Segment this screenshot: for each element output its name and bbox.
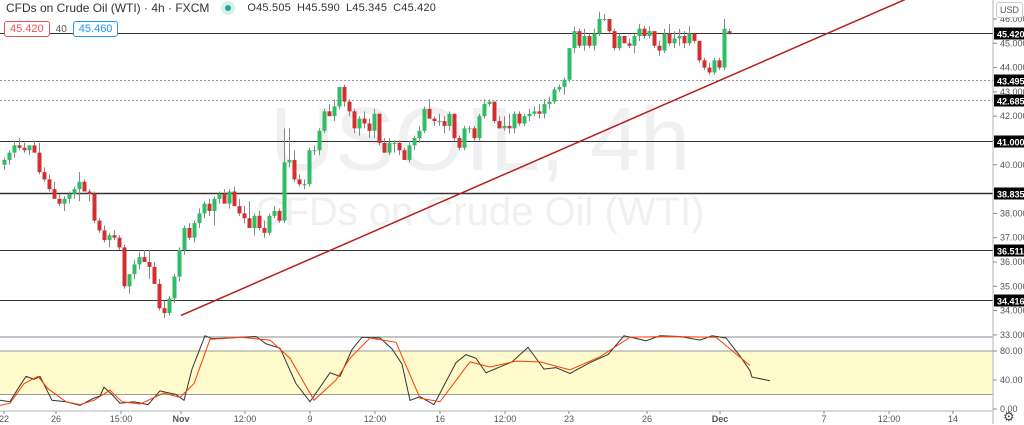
price-tick: 38.000 bbox=[1000, 208, 1024, 218]
stoch-d-line bbox=[0, 335, 751, 406]
level-price-label: 42.685 bbox=[997, 97, 1024, 107]
time-tick: 12:00 bbox=[234, 414, 257, 424]
time-tick: 26 bbox=[51, 414, 61, 424]
time-axis[interactable]: 22 26 15:00 Nov 12:00 9 12:00 16 12:00 23 26 Dec 7 12… bbox=[0, 410, 993, 424]
level-price-tag bbox=[994, 187, 1024, 200]
level-price-tag bbox=[994, 94, 1024, 107]
level-price-label: 45.420 bbox=[997, 30, 1024, 40]
time-tick: 15:00 bbox=[110, 414, 133, 424]
stoch-tick: 80.00 bbox=[1000, 346, 1023, 356]
stoch-tick: 40.00 bbox=[1000, 375, 1023, 385]
currency-button[interactable]: USD bbox=[996, 2, 1024, 18]
price-tick: 40.000 bbox=[1000, 160, 1024, 170]
time-tick: 12:00 bbox=[494, 414, 517, 424]
time-tick: 12:00 bbox=[878, 414, 901, 424]
level-price-tag bbox=[994, 244, 1024, 257]
level-price-label: 38.835 bbox=[997, 190, 1024, 200]
price-tick: 44.000 bbox=[1000, 63, 1024, 73]
stochastic-pane bbox=[0, 335, 993, 406]
ohlc-high: H45.590 bbox=[296, 2, 340, 14]
time-tick: 26 bbox=[642, 414, 652, 424]
symbol-title[interactable]: CFDs on Crude Oil (WTI) · 4h · FXCM bbox=[6, 1, 210, 15]
time-tick: Dec bbox=[712, 414, 729, 424]
level-price-tag bbox=[994, 294, 1024, 307]
symbol-watermark: USOIL, 4h CFDs on Crude Oil (WTI) bbox=[256, 90, 705, 234]
level-price-tag bbox=[994, 74, 1024, 87]
gear-icon[interactable]: ⚙ bbox=[1003, 409, 1015, 424]
time-tick: 7 bbox=[821, 414, 826, 424]
time-tick: 9 bbox=[307, 414, 312, 424]
spread-value: 40 bbox=[55, 23, 67, 35]
ohlc-low: L45.345 bbox=[345, 2, 388, 14]
price-tick: 37.000 bbox=[1000, 233, 1024, 243]
time-tick: 22 bbox=[0, 414, 9, 424]
price-tick: 36.000 bbox=[1000, 257, 1024, 267]
price-tick: 34.000 bbox=[1000, 306, 1024, 316]
time-tick: 23 bbox=[564, 414, 574, 424]
price-level-labels: 45.420 43.495 42.685 41.000 38.835 36.511 34.4… bbox=[994, 27, 1024, 307]
ohlc-open: O45.505 bbox=[247, 2, 291, 14]
stoch-band bbox=[0, 351, 993, 395]
level-price-label: 43.495 bbox=[997, 77, 1024, 87]
time-tick: 12:00 bbox=[364, 414, 387, 424]
stoch-tick: 0.00 bbox=[1000, 404, 1018, 414]
market-status-icon bbox=[221, 1, 236, 15]
buy-button[interactable]: 45.460 bbox=[72, 21, 119, 37]
level-price-label: 34.416 bbox=[997, 297, 1024, 307]
time-tick: Nov bbox=[172, 414, 189, 424]
trade-buttons: 45.420 40 45.460 bbox=[4, 21, 119, 37]
price-tick: 33.000 bbox=[1000, 330, 1024, 340]
sell-button[interactable]: 45.420 bbox=[4, 21, 50, 37]
level-price-tag bbox=[994, 135, 1024, 148]
price-tick: 35.000 bbox=[1000, 281, 1024, 291]
price-tick: 45.000 bbox=[1000, 38, 1024, 48]
level-price-tag bbox=[994, 27, 1024, 40]
candles bbox=[2, 11, 732, 318]
level-price-label: 41.000 bbox=[997, 138, 1024, 148]
trendline[interactable] bbox=[180, 0, 906, 317]
time-tick: 14 bbox=[948, 414, 958, 424]
level-price-label: 36.511 bbox=[997, 247, 1024, 257]
chart-legend: CFDs on Crude Oil (WTI) · 4h · FXCM O45.… bbox=[6, 1, 436, 15]
horizontal-levels[interactable] bbox=[0, 33, 993, 301]
price-axis[interactable]: 46.000 45.000 44.000 43.000 42.000 41.000 40.0… bbox=[993, 14, 1024, 414]
price-tick: 46.000 bbox=[1000, 14, 1024, 24]
ohlc-close: C45.420 bbox=[393, 2, 437, 14]
price-tick: 42.000 bbox=[1000, 111, 1024, 121]
time-tick: 16 bbox=[435, 414, 445, 424]
watermark-description: CFDs on Crude Oil (WTI) bbox=[256, 190, 705, 234]
price-tick: 43.000 bbox=[1000, 87, 1024, 97]
